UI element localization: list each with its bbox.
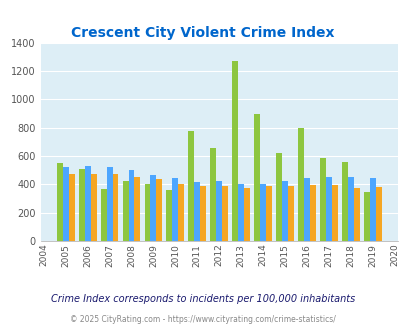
Bar xyxy=(341,162,347,241)
Bar xyxy=(90,174,96,241)
Bar xyxy=(347,177,353,241)
Bar xyxy=(375,187,381,241)
Bar xyxy=(68,175,75,241)
Bar xyxy=(303,178,309,241)
Bar xyxy=(363,192,369,241)
Bar xyxy=(309,185,315,241)
Bar xyxy=(275,153,281,241)
Bar xyxy=(107,167,112,241)
Bar xyxy=(243,188,249,241)
Bar xyxy=(188,131,194,241)
Bar xyxy=(166,190,172,241)
Bar xyxy=(369,178,375,241)
Bar xyxy=(331,185,337,241)
Bar xyxy=(210,148,216,241)
Bar xyxy=(178,183,184,241)
Bar xyxy=(172,178,178,241)
Bar xyxy=(216,181,222,241)
Bar xyxy=(63,167,68,241)
Bar xyxy=(260,184,265,241)
Bar xyxy=(297,128,303,241)
Bar xyxy=(281,181,287,241)
Bar xyxy=(150,175,156,241)
Bar xyxy=(100,188,107,241)
Text: Crescent City Violent Crime Index: Crescent City Violent Crime Index xyxy=(71,26,334,40)
Bar xyxy=(222,186,228,241)
Bar xyxy=(156,180,162,241)
Bar xyxy=(128,170,134,241)
Text: © 2025 CityRating.com - https://www.cityrating.com/crime-statistics/: © 2025 CityRating.com - https://www.city… xyxy=(70,315,335,324)
Bar xyxy=(325,177,331,241)
Bar xyxy=(265,186,271,241)
Bar xyxy=(122,181,128,241)
Bar xyxy=(112,175,118,241)
Bar xyxy=(85,166,90,241)
Bar xyxy=(319,158,325,241)
Bar xyxy=(194,182,200,241)
Bar xyxy=(287,186,293,241)
Bar xyxy=(232,61,238,241)
Bar xyxy=(238,184,243,241)
Bar xyxy=(79,170,85,241)
Bar xyxy=(254,114,260,241)
Bar xyxy=(200,186,206,241)
Bar xyxy=(134,177,140,241)
Bar xyxy=(353,188,359,241)
Text: Crime Index corresponds to incidents per 100,000 inhabitants: Crime Index corresponds to incidents per… xyxy=(51,294,354,304)
Bar xyxy=(57,163,63,241)
Bar xyxy=(144,184,150,241)
